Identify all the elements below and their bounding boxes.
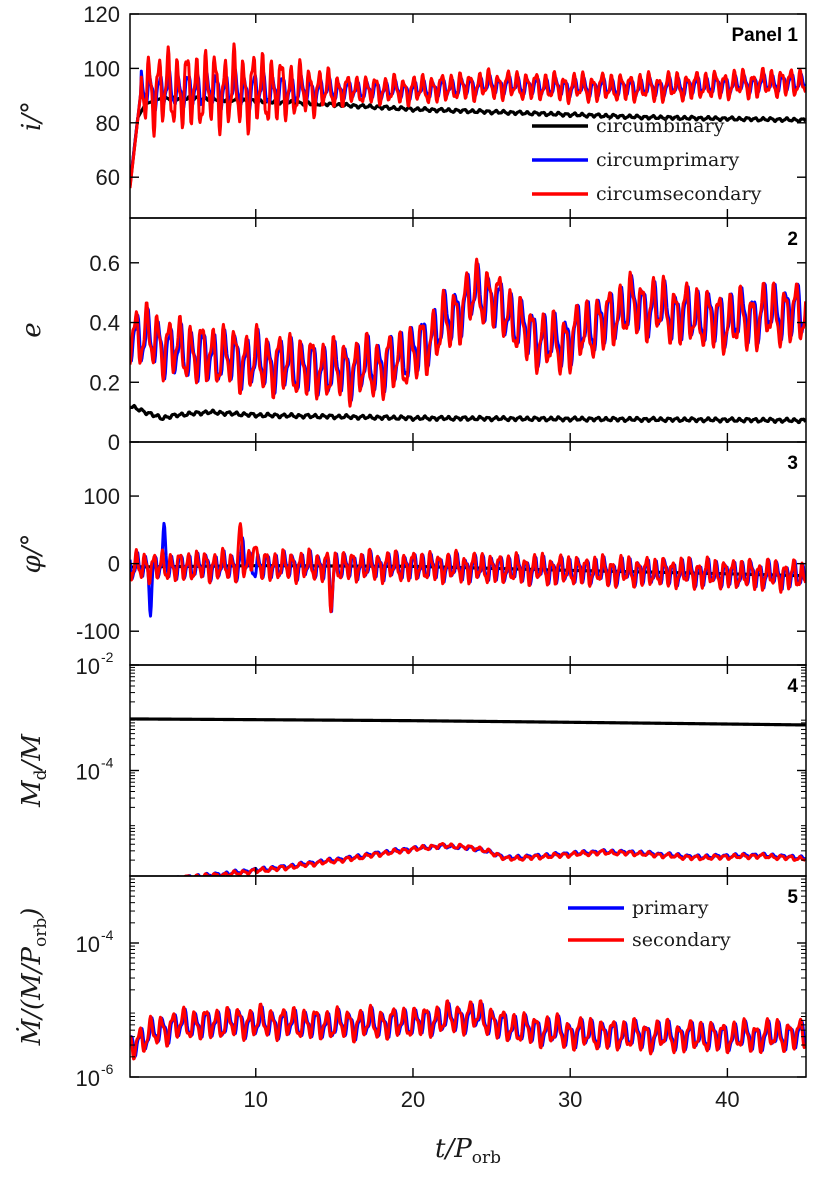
series-circumsecondary bbox=[176, 842, 806, 876]
y-tick-label: -100 bbox=[76, 619, 120, 644]
series-circumprimary bbox=[176, 842, 806, 876]
y-axis-label: e bbox=[17, 322, 47, 337]
y-tick-exponent: -4 bbox=[101, 755, 114, 771]
series-circumsecondary bbox=[130, 522, 806, 614]
x-tick-label: 20 bbox=[401, 1087, 425, 1112]
y-tick-label: 10 bbox=[76, 760, 100, 785]
legend-entry-circumsecondary: circumsecondary bbox=[596, 183, 762, 205]
panel-3: -100 0 100 3 φ/° bbox=[17, 441, 807, 666]
x-tick-label: 30 bbox=[558, 1087, 582, 1112]
y-axis-label: Md/M bbox=[17, 733, 51, 808]
panel-frame bbox=[129, 441, 807, 666]
y-tick-label: 100 bbox=[83, 56, 120, 81]
panel-label: 2 bbox=[787, 229, 798, 250]
legend: primary secondary bbox=[568, 897, 731, 951]
legend-entry-circumbinary: circumbinary bbox=[596, 115, 725, 137]
panel-label: Panel 1 bbox=[731, 25, 798, 46]
y-tick-label: 0 bbox=[108, 430, 120, 455]
y-tick-label: 120 bbox=[83, 2, 120, 27]
panel-label: 5 bbox=[787, 887, 798, 908]
panel-2: 0 0.2 0.4 0.6 2 e bbox=[17, 217, 807, 455]
y-tick-label: 0.4 bbox=[89, 311, 120, 336]
panel-frame bbox=[129, 875, 807, 1078]
y-axis-label: Ṁ/(M/Porb) bbox=[16, 908, 51, 1047]
y-tick-label: 60 bbox=[96, 165, 120, 190]
series-circumbinary bbox=[130, 717, 806, 727]
y-tick-label: 0.6 bbox=[89, 251, 120, 276]
series-secondary bbox=[130, 999, 806, 1061]
x-tick-label: 10 bbox=[244, 1087, 268, 1112]
y-tick-label: 10 bbox=[76, 654, 100, 679]
y-tick-label: 0 bbox=[108, 552, 120, 577]
legend-entry-circumprimary: circumprimary bbox=[596, 149, 739, 171]
panel-frame bbox=[129, 664, 807, 877]
y-tick-label: 10 bbox=[76, 932, 100, 957]
y-tick-label: 0.2 bbox=[89, 370, 120, 395]
panel-label: 4 bbox=[787, 676, 798, 697]
x-axis-label: t/Porb bbox=[435, 1134, 501, 1168]
panel-label: 3 bbox=[787, 453, 798, 474]
series-circumsecondary bbox=[130, 257, 806, 408]
panel-1: 60 80 100 120 Panel 1 i/° circumbinary circumpr… bbox=[17, 2, 807, 219]
y-tick-exponent: -4 bbox=[101, 927, 114, 943]
legend: circumbinary circumprimary circumsecondary bbox=[532, 115, 762, 205]
y-tick-exponent: -2 bbox=[101, 649, 114, 665]
y-axis-label: i/° bbox=[17, 101, 47, 131]
legend-entry-secondary: secondary bbox=[632, 929, 731, 951]
series-circumbinary bbox=[130, 403, 806, 425]
series-circumsecondary bbox=[130, 42, 806, 189]
y-tick-exponent: -6 bbox=[101, 1061, 114, 1077]
legend-entry-primary: primary bbox=[632, 897, 709, 919]
series-circumbinary bbox=[130, 95, 806, 186]
y-axis-label: φ/° bbox=[17, 534, 47, 574]
x-tick-label: 40 bbox=[715, 1087, 739, 1112]
y-tick-label: 100 bbox=[83, 484, 120, 509]
y-tick-label: 80 bbox=[96, 111, 120, 136]
y-tick-label: 10 bbox=[76, 1066, 100, 1091]
